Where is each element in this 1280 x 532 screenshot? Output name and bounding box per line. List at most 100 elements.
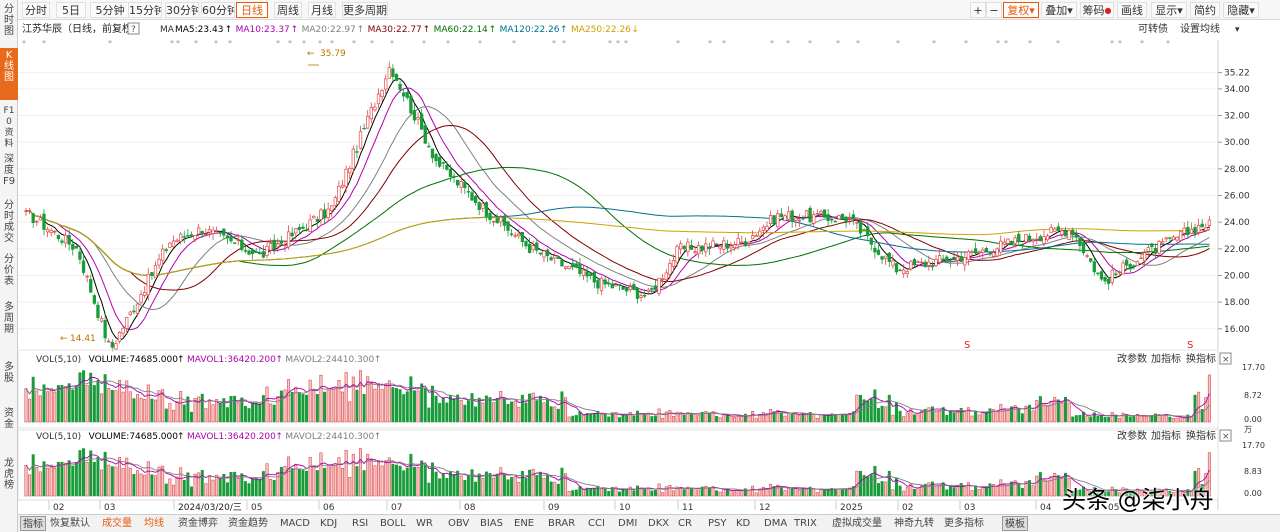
indicator-tab[interactable]: 均线 (144, 518, 164, 529)
simple-button[interactable]: 简约 (1190, 2, 1220, 18)
indicator-tab[interactable]: 资金趋势 (228, 518, 268, 529)
left-nav-funds[interactable]: 资金 (4, 408, 14, 430)
event-star-icon: * (390, 39, 394, 48)
period-15min[interactable]: 15分钟 (128, 2, 162, 18)
indicator-tab[interactable]: DKX (648, 518, 670, 529)
indicator-tab[interactable]: 恢复默认 (50, 518, 90, 529)
left-nav-multi-period[interactable]: 多周期 (4, 302, 14, 335)
indicator-tab[interactable]: DMA (764, 518, 788, 529)
volume-bar (1132, 416, 1136, 423)
display-button[interactable]: 显示▾ (1151, 2, 1187, 18)
indicator-tab[interactable]: OBV (448, 518, 470, 529)
indicator-tab[interactable]: BRAR (548, 518, 576, 529)
indicator-tab[interactable]: DMI (618, 518, 638, 529)
period-30min[interactable]: 30分钟 (165, 2, 199, 18)
indicator-tab[interactable]: WR (416, 518, 433, 529)
convertible-bond-link[interactable]: 可转债 (1138, 22, 1168, 35)
volume-bar (132, 398, 136, 423)
hide-button[interactable]: 隐藏▾ (1223, 2, 1259, 18)
candle-body (322, 209, 327, 219)
volume-bar (56, 385, 60, 423)
period-monthly[interactable]: 月线 (308, 2, 336, 18)
volume-bar (513, 476, 517, 497)
left-nav-fenshi[interactable]: 分时图 (4, 4, 14, 37)
indicator-tab[interactable]: 成交量 (102, 518, 132, 529)
indicator-tab[interactable]: RSI (352, 518, 369, 529)
indicator-tab[interactable]: BIAS (480, 518, 503, 529)
draw-line-button[interactable]: 画线 (1117, 2, 1147, 18)
close-icon[interactable] (1219, 352, 1232, 365)
period-fenshi[interactable]: 分时 (22, 2, 50, 18)
candle-body (707, 246, 712, 249)
volume-bar (528, 469, 532, 497)
left-nav-depth[interactable]: 深度F9 (2, 154, 16, 187)
help-icon[interactable] (127, 22, 140, 35)
candle-body (1164, 237, 1168, 240)
candle-body (85, 275, 89, 278)
volume-bar (1139, 415, 1143, 423)
close-icon[interactable] (1219, 429, 1232, 442)
indicator-tab[interactable]: ENE (514, 518, 535, 529)
volume-bar (628, 486, 632, 497)
period-daily[interactable]: 日线 (236, 2, 268, 18)
change-params-link[interactable]: 改参数 (1117, 352, 1147, 365)
ma-settings-link[interactable]: 设置均线 (1180, 22, 1220, 35)
indicator-tab[interactable]: KDJ (320, 518, 338, 529)
dividend-s-icon[interactable]: S (964, 340, 970, 351)
volume-bar (341, 467, 345, 497)
volume-bar (841, 488, 845, 497)
volume-bar (995, 411, 999, 423)
change-params-link[interactable]: 改参数 (1117, 429, 1147, 442)
zoom-in-button[interactable]: + (970, 2, 986, 18)
volume-bar (459, 475, 463, 497)
indicator-tab[interactable]: 神奇九转 (894, 518, 934, 529)
indicator-tab[interactable]: KD (736, 518, 751, 529)
switch-indicator-link[interactable]: 换指标 (1186, 352, 1216, 365)
switch-indicator-link[interactable]: 换指标 (1186, 429, 1216, 442)
left-nav-dragon-tiger[interactable]: 龙虎榜 (4, 458, 14, 491)
kline-chart[interactable]: 35.22 34.00 32.00 30.00 28.00 26.00 24.00 22.00… (18, 20, 1280, 532)
event-star-icon: * (446, 39, 450, 48)
indicator-tab[interactable]: 更多指标 (944, 518, 984, 529)
candle-body (1117, 271, 1122, 274)
indicator-tab[interactable]: 资金博弈 (178, 518, 218, 529)
indicator-tab[interactable]: 模板 (1002, 516, 1028, 531)
left-nav-fenjia[interactable]: 分价表 (4, 254, 14, 287)
period-more[interactable]: 更多周期▾ (342, 2, 388, 18)
indicator-tab[interactable]: 虚拟成交量 (832, 518, 882, 529)
dividend-s-icon[interactable]: S (1187, 340, 1193, 351)
candle-body (693, 251, 697, 253)
candle-body (520, 232, 525, 242)
chip-button[interactable]: 筹码● (1080, 2, 1114, 18)
fuquan-button[interactable]: 复权▾ (1003, 2, 1039, 18)
arrow-up-icon: ↑ (357, 25, 365, 35)
period-weekly[interactable]: 周线 (274, 2, 302, 18)
overlay-button[interactable]: 叠加▾ (1041, 2, 1077, 18)
indicator-tab[interactable]: BOLL (380, 518, 406, 529)
candle-body (869, 237, 873, 245)
add-indicator-link[interactable]: 加指标 (1151, 352, 1181, 365)
indicator-tab[interactable]: MACD (280, 518, 310, 529)
candle-body (67, 235, 71, 245)
volume-bar (1028, 404, 1032, 423)
volume-bar (830, 488, 834, 497)
left-nav-multi-stock[interactable]: 多股 (4, 362, 14, 384)
indicator-tab[interactable]: 指标 (20, 516, 46, 531)
volume-bar (1013, 480, 1017, 497)
period-5day[interactable]: 5日 (56, 2, 86, 18)
volume-bar (60, 461, 64, 497)
indicator-tab[interactable]: CCI (588, 518, 605, 529)
left-nav-fenshi-chengjiao[interactable]: 分时成交 (4, 200, 14, 244)
indicator-tab[interactable]: CR (678, 518, 692, 529)
event-star-icon: * (214, 39, 218, 48)
indicator-tab[interactable]: PSY (708, 518, 727, 529)
zoom-out-button[interactable]: − (986, 2, 1002, 18)
indicator-tab[interactable]: TRIX (794, 518, 817, 529)
add-indicator-link[interactable]: 加指标 (1151, 429, 1181, 442)
left-nav-f10[interactable]: F10资料 (3, 106, 15, 149)
period-60min[interactable]: 60分钟 (201, 2, 235, 18)
volume-bar (574, 489, 578, 497)
period-5min[interactable]: 5分钟 (90, 2, 130, 18)
left-nav-kline[interactable]: K线图 (0, 48, 18, 100)
volume-bar (535, 400, 539, 423)
